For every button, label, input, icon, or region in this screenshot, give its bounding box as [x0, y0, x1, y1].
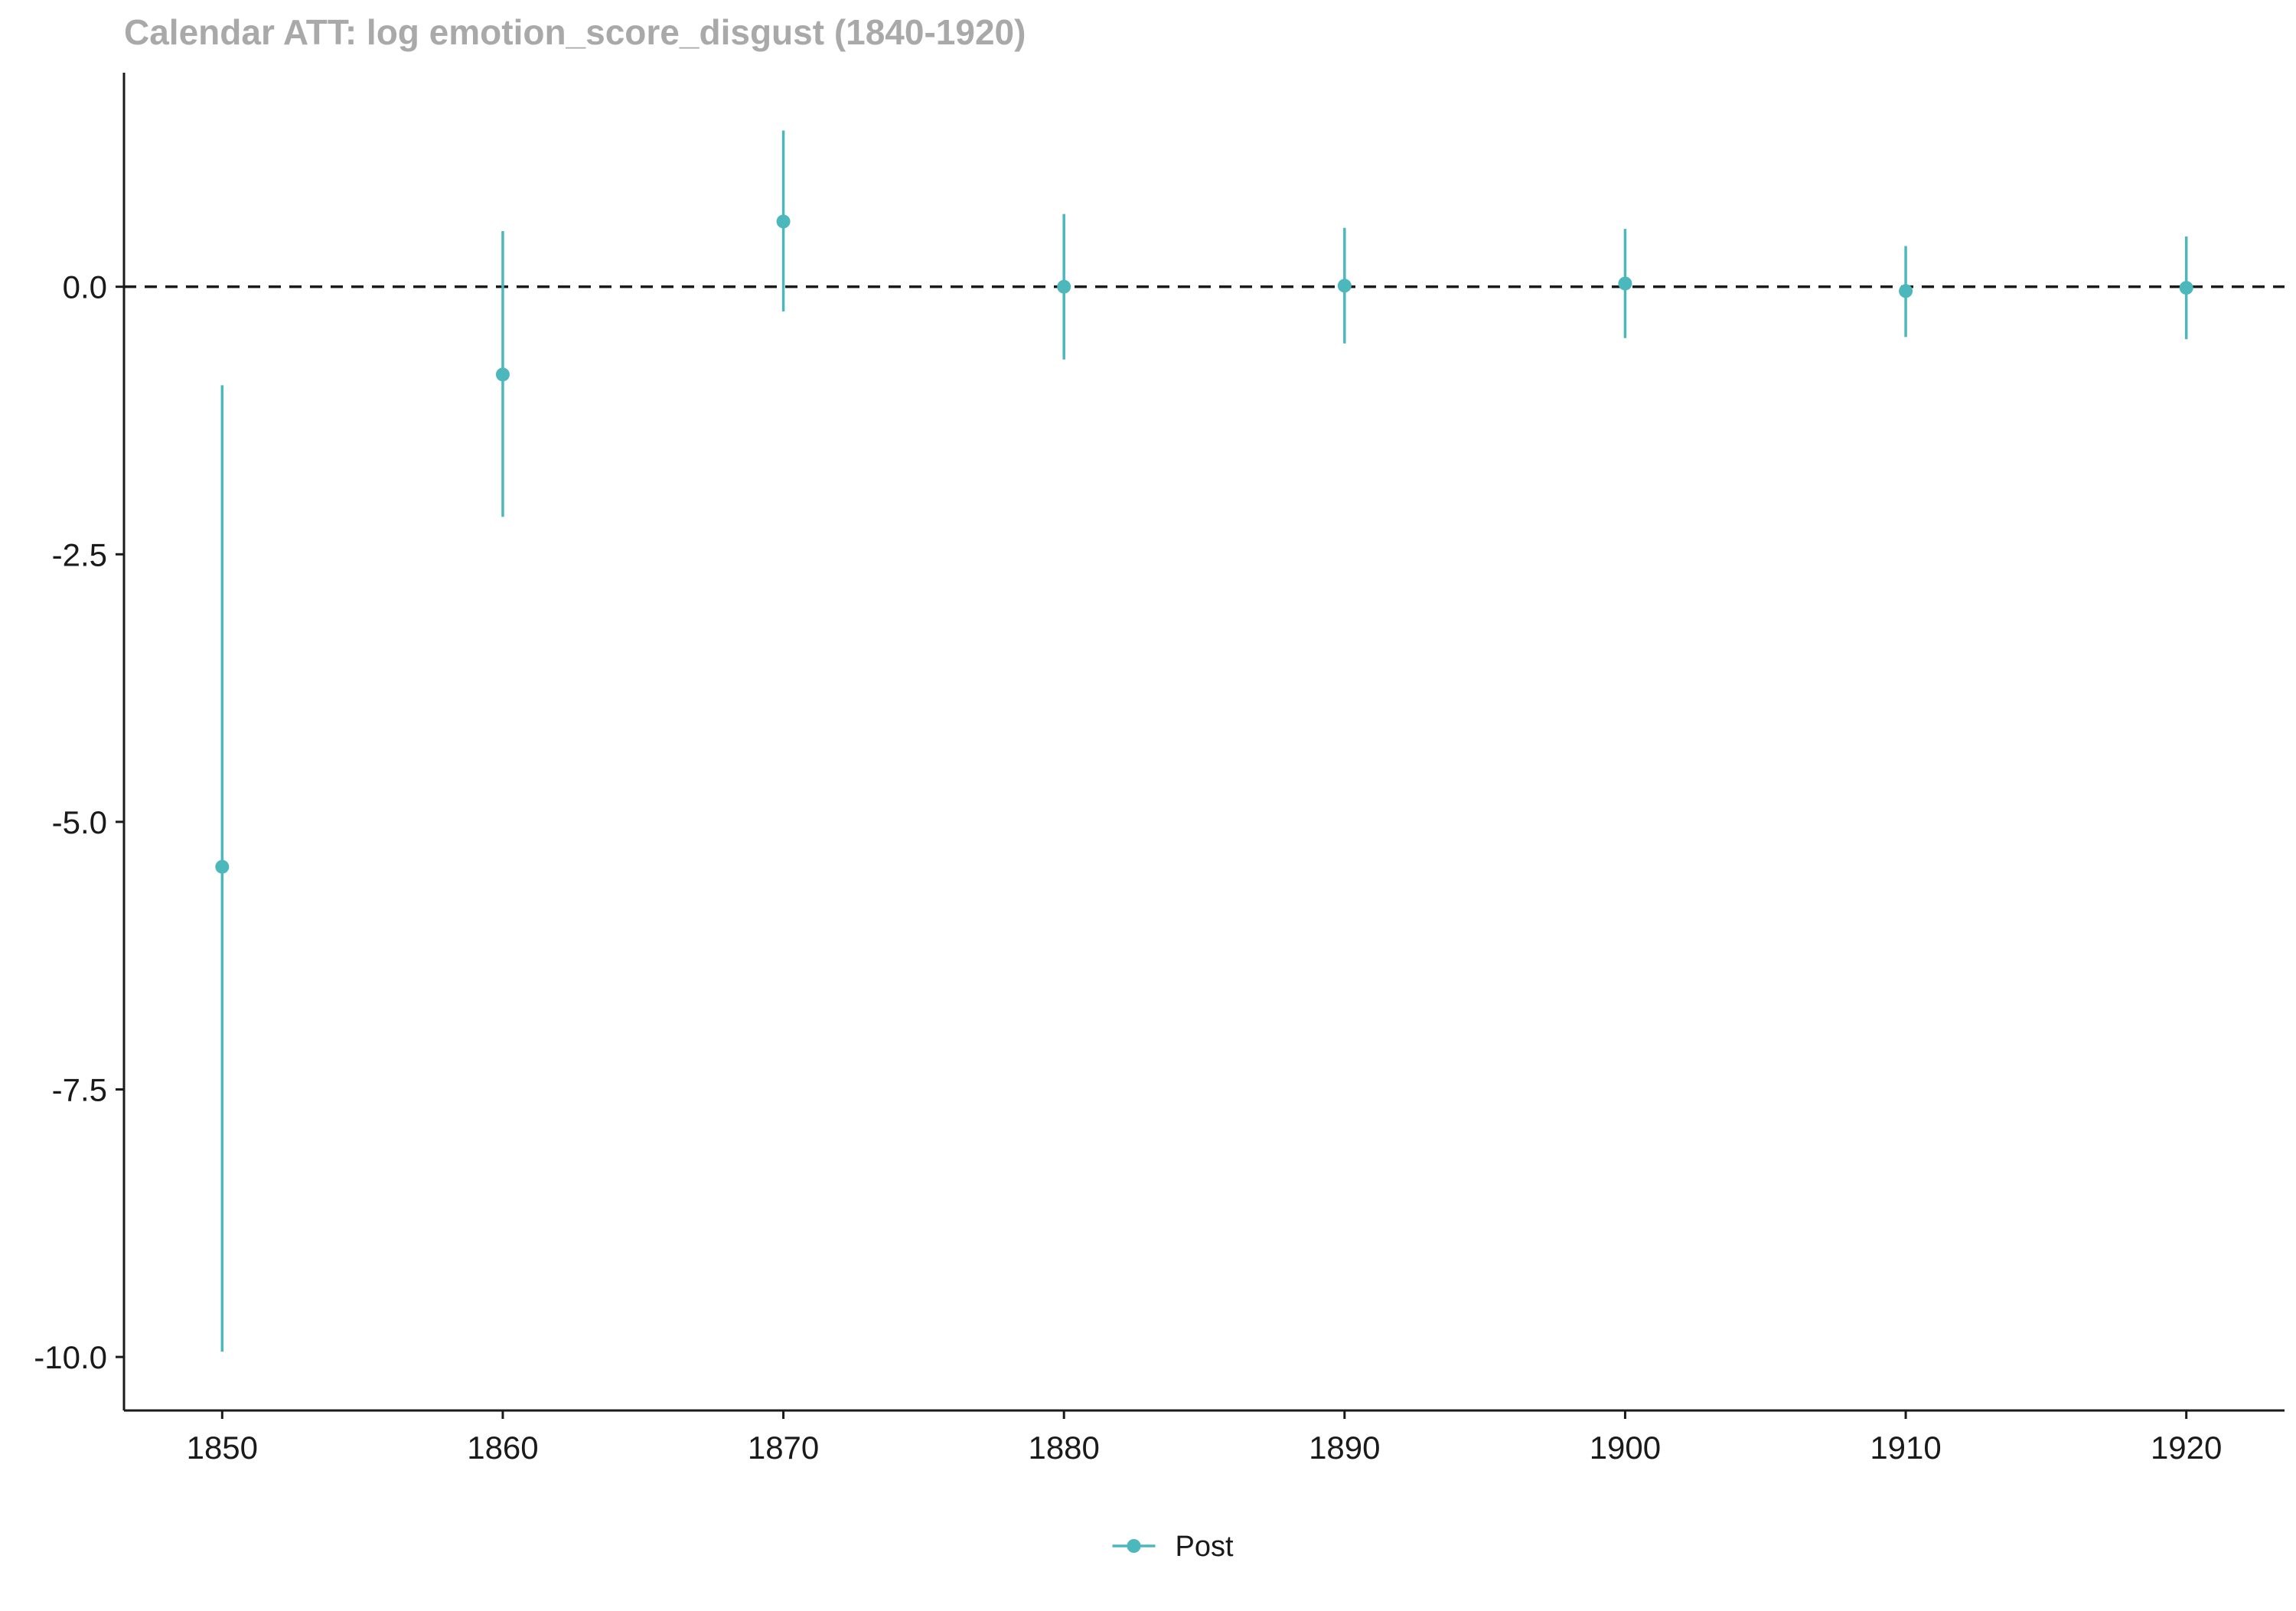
y-tick-label: -7.5 — [52, 1071, 107, 1107]
data-marks — [215, 130, 2193, 1352]
data-point — [495, 367, 510, 382]
x-tick-label: 1920 — [2151, 1430, 2222, 1466]
legend-key-point — [1127, 1539, 1141, 1553]
y-tick-label: -5.0 — [52, 804, 107, 840]
x-tick-label: 1910 — [1870, 1430, 1941, 1466]
data-point — [1337, 279, 1352, 293]
y-tick-label: -2.5 — [52, 536, 107, 572]
data-point — [1618, 276, 1632, 291]
data-point — [215, 859, 230, 874]
data-point — [776, 214, 791, 229]
y-tick-label: 0.0 — [63, 269, 107, 305]
data-point — [1057, 279, 1071, 294]
y-tick-label: -10.0 — [34, 1339, 107, 1375]
axes: 0.0 -2.5 -5.0 -7.5 -10.0 1850 1860 1870 1880 1890… — [34, 73, 2285, 1466]
legend-label-post: Post — [1176, 1531, 1234, 1563]
data-point — [1899, 284, 1913, 298]
data-point — [2179, 281, 2193, 295]
x-tick-label: 1850 — [187, 1430, 258, 1466]
x-tick-label: 1880 — [1028, 1430, 1099, 1466]
chart-title: Calendar ATT: log emotion_score_disgust … — [124, 12, 1026, 52]
x-tick-label: 1860 — [467, 1430, 538, 1466]
x-tick-label: 1890 — [1309, 1430, 1380, 1466]
x-tick-label: 1900 — [1590, 1430, 1661, 1466]
legend: Post — [1112, 1531, 1234, 1563]
x-tick-label: 1870 — [748, 1430, 819, 1466]
